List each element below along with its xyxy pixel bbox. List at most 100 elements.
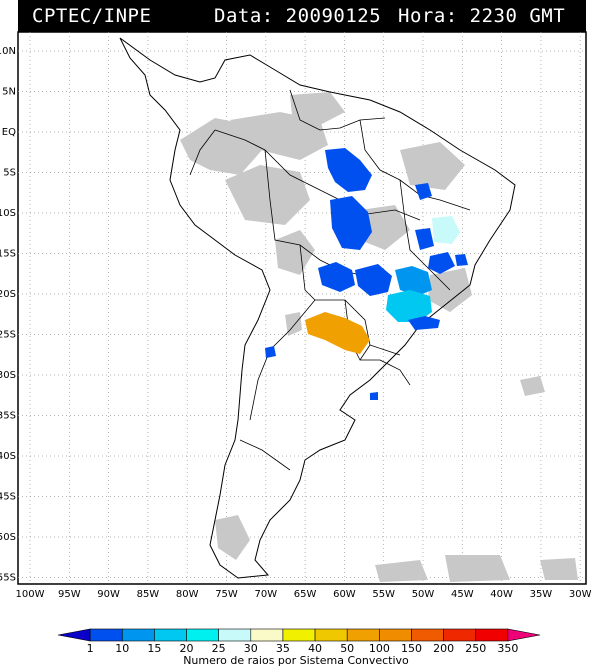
lightning-cluster-uruguay xyxy=(370,392,378,400)
date-label: Data: 20090125 xyxy=(214,5,382,27)
legend-tick-label: 35 xyxy=(276,642,290,655)
legend-color-swatch xyxy=(89,628,123,642)
lon-label: 95W xyxy=(58,589,81,600)
lon-label: 45W xyxy=(451,589,474,600)
legend-tick-label: 50 xyxy=(340,642,354,655)
legend-color-bar xyxy=(57,628,541,642)
color-legend: 1 10 15 20 25 30 35 40 50 100 150 200 250 350 Numero … xyxy=(57,628,541,667)
lat-label: 10N xyxy=(0,46,16,57)
legend-color-swatch xyxy=(57,628,91,642)
legend-color-swatch xyxy=(443,628,477,642)
lightning-cluster-coast xyxy=(408,316,440,330)
lat-label: 5N xyxy=(2,87,16,98)
lightning-cluster-light-blue xyxy=(395,266,432,296)
lat-label: 20S xyxy=(0,289,16,300)
cloud-area-amazon-center xyxy=(225,165,310,225)
cloud-area-central xyxy=(360,205,410,250)
lightning-cluster-sp xyxy=(386,290,432,322)
cloud-area-guiana xyxy=(290,92,345,125)
lat-label: 35S xyxy=(0,411,16,422)
lat-label: 55S xyxy=(0,573,16,584)
legend-tick-labels: 1 10 15 20 25 30 35 40 50 100 150 200 250 350 xyxy=(87,642,519,655)
lon-label: 90W xyxy=(97,589,120,600)
lightning-cluster-paraguay xyxy=(305,312,370,354)
legend-tick-label: 15 xyxy=(147,642,161,655)
legend-tick-label: 1 xyxy=(87,642,94,655)
legend-color-swatch xyxy=(186,628,219,642)
legend-color-swatch xyxy=(411,628,444,642)
cloud-area-atlantic xyxy=(520,376,545,396)
lon-label: 75W xyxy=(215,589,238,600)
legend-tick-label: 25 xyxy=(212,642,226,655)
latitude-labels: 10N 5N EQ 5S 10S 15S 20S 25S 30S 35S 40S 45S 50S 55S xyxy=(0,46,16,584)
legend-tick-label: 10 xyxy=(115,642,129,655)
cloud-area-bolivia xyxy=(275,230,315,275)
legend-tick-label: 40 xyxy=(308,642,322,655)
legend-tick-label: 250 xyxy=(465,642,486,655)
lat-label: 50S xyxy=(0,532,16,543)
lightning-map: 10N5NEQ5S10S15S20S25S30S35S40S45S50S55S … xyxy=(0,31,592,600)
cloud-area-chile xyxy=(285,312,302,336)
cloud-area-north xyxy=(230,112,328,160)
lat-label: 15S xyxy=(0,249,16,260)
cloud-area-patagonia xyxy=(215,515,250,560)
legend-title: Numero de raios por Sistema Convectivo xyxy=(183,654,409,667)
legend-color-swatch xyxy=(282,628,316,642)
lon-label: 50W xyxy=(412,589,435,600)
lon-label: 60W xyxy=(333,589,356,600)
legend-color-swatch xyxy=(475,628,509,642)
lightning-cluster-central-south xyxy=(355,264,392,296)
south-america-coastline xyxy=(119,37,516,579)
legend-color-swatch xyxy=(154,628,187,642)
lightning-cluster-central-north xyxy=(325,148,372,192)
cloud-areas xyxy=(180,92,578,582)
legend-tick-label: 350 xyxy=(497,642,518,655)
legend-color-swatch xyxy=(250,628,284,642)
lat-label: EQ xyxy=(2,127,16,138)
map-header: CPTEC/INPE Data: 20090125 Hora: 2230 GMT xyxy=(18,0,586,32)
cloud-area-south-3 xyxy=(540,558,578,580)
lightning-cluster-west xyxy=(318,262,355,292)
lat-label: 45S xyxy=(0,492,16,503)
lightning-cluster-bahia xyxy=(415,228,434,250)
hour-label: Hora: 2230 GMT xyxy=(398,5,566,27)
lat-label: 5S xyxy=(3,168,16,179)
lon-label: 80W xyxy=(176,589,199,600)
lightning-cluster-northeast xyxy=(415,183,432,200)
legend-color-swatch xyxy=(379,628,412,642)
lat-label: 10S xyxy=(0,208,16,219)
cloud-area-south-1 xyxy=(375,560,428,582)
lon-label: 70W xyxy=(254,589,277,600)
lon-label: 55W xyxy=(372,589,395,600)
legend-tick-label: 200 xyxy=(433,642,454,655)
legend-color-swatch xyxy=(121,628,155,642)
legend-color-swatch xyxy=(507,628,541,642)
lon-label: 35W xyxy=(530,589,553,600)
lightning-cluster-mg-east xyxy=(428,252,455,274)
legend-color-swatch xyxy=(218,628,252,642)
legend-tick-label: 100 xyxy=(369,642,390,655)
lon-label: 40W xyxy=(490,589,513,600)
lightning-cluster-es xyxy=(455,254,468,266)
legend-color-swatch xyxy=(346,628,380,642)
lon-label: 30W xyxy=(569,589,592,600)
lat-label: 40S xyxy=(0,451,16,462)
lon-label: 65W xyxy=(294,589,317,600)
legend-tick-label: 150 xyxy=(401,642,422,655)
lightning-cluster-argentina xyxy=(265,346,276,358)
lat-label: 30S xyxy=(0,370,16,381)
lightning-cluster-cyan xyxy=(432,216,460,244)
lightning-clusters xyxy=(265,148,468,400)
cloud-area-amazon-west xyxy=(180,118,262,175)
lon-label: 85W xyxy=(137,589,160,600)
lightning-cluster-central xyxy=(330,196,372,250)
lon-label: 100W xyxy=(16,589,45,600)
lat-label: 25S xyxy=(0,330,16,341)
source-label: CPTEC/INPE xyxy=(32,5,152,27)
legend-color-swatch xyxy=(314,628,348,642)
legend-tick-label: 20 xyxy=(180,642,194,655)
legend-tick-label: 30 xyxy=(244,642,258,655)
cloud-area-northeast xyxy=(400,142,465,190)
longitude-labels: 100W 95W 90W 85W 80W 75W 70W 65W 60W 55W 50W 45W 40W… xyxy=(16,589,592,600)
cloud-area-south-2 xyxy=(445,555,510,582)
